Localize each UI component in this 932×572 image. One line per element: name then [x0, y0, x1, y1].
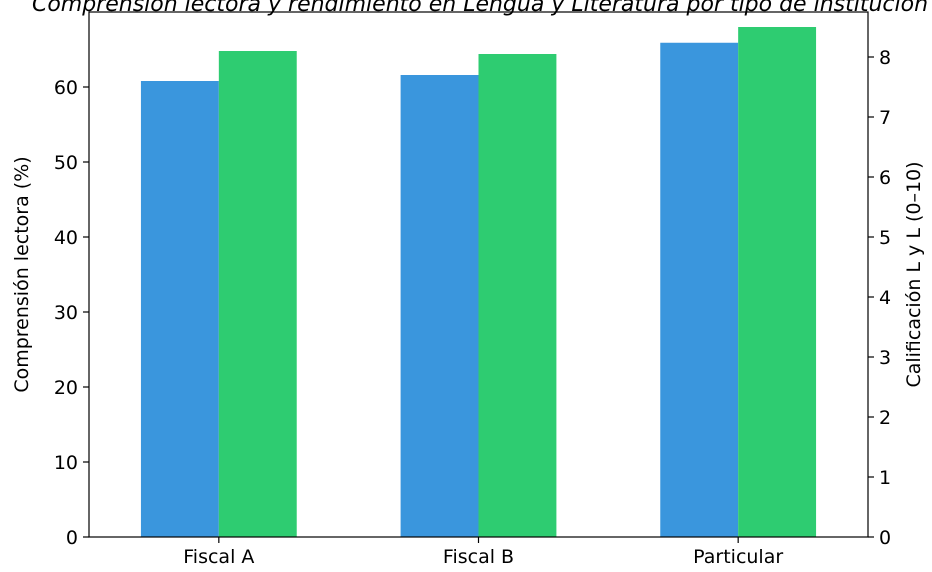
right-tick-label: 8 — [879, 47, 891, 69]
left-axis: 0 10 20 30 40 50 60 — [54, 77, 89, 549]
right-tick-label: 4 — [879, 287, 891, 309]
right-tick-label: 6 — [879, 167, 891, 189]
x-tick-label: Fiscal A — [183, 546, 254, 568]
bar-series-2-particular — [738, 27, 817, 537]
right-tick-label: 2 — [879, 407, 891, 429]
x-tick-label: Fiscal B — [443, 546, 514, 568]
chart-title: Comprensión lectora y rendimiento en Len… — [32, 0, 928, 17]
right-axis: 0 1 2 3 4 5 6 7 8 — [868, 47, 891, 549]
right-tick-label: 7 — [879, 107, 891, 129]
bar-series-1-fiscal-a — [140, 81, 219, 537]
x-axis: Fiscal A Fiscal B Particular — [183, 537, 783, 568]
y-axis-label-right: Calificación L y L (0–10) — [903, 161, 925, 387]
right-tick-label: 0 — [879, 527, 891, 549]
plot-area — [88, 11, 869, 538]
y-axis-label-left: Comprensión lectora (%) — [11, 156, 33, 392]
left-tick-label: 60 — [54, 77, 78, 99]
right-tick-label: 1 — [879, 467, 891, 489]
bar-series-2-fiscal-a — [218, 51, 297, 537]
x-tick-label: Particular — [693, 546, 783, 568]
left-tick-label: 10 — [54, 452, 78, 474]
right-tick-label: 3 — [879, 347, 891, 369]
left-tick-label: 40 — [54, 227, 78, 249]
left-tick-label: 20 — [54, 377, 78, 399]
bar-series-1-fiscal-b — [400, 75, 479, 537]
left-tick-label: 30 — [54, 302, 78, 324]
bar-series-2-fiscal-b — [478, 54, 557, 537]
left-tick-label: 50 — [54, 152, 78, 174]
bar-series-1-particular — [660, 42, 739, 537]
right-tick-label: 5 — [879, 227, 891, 249]
left-tick-label: 0 — [66, 527, 78, 549]
